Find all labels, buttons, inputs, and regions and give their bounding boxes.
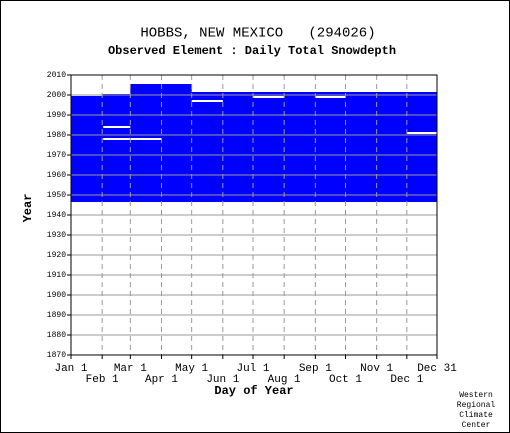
- x-tick-label: Jun 1: [206, 374, 239, 386]
- y-tick-label: 1990: [47, 111, 66, 120]
- y-tick-label: 1920: [47, 251, 66, 260]
- credit: Western: [459, 391, 493, 400]
- y-tick-label: 2010: [47, 71, 66, 80]
- x-tick-label: Feb 1: [86, 374, 119, 386]
- x-tick-label: Dec 1: [390, 374, 423, 386]
- y-tick-label: 1870: [47, 351, 66, 360]
- x-tick-label: Jul 1: [236, 363, 269, 375]
- x-tick-label: Mar 1: [114, 363, 147, 375]
- x-axis-label: Day of Year: [214, 384, 293, 398]
- y-tick-label: 1890: [47, 311, 66, 320]
- x-tick-label: Nov 1: [360, 363, 393, 375]
- credit: Climate: [459, 411, 493, 420]
- x-tick-label: Aug 1: [268, 374, 301, 386]
- x-tick-label: Apr 1: [145, 374, 178, 386]
- data-gap: [191, 84, 437, 92]
- x-tick-label: May 1: [175, 363, 208, 375]
- credit: Regional: [457, 401, 496, 410]
- data-gap: [315, 96, 346, 98]
- credit: Center: [462, 421, 491, 430]
- data-gap: [103, 126, 131, 128]
- data-gap: [103, 138, 162, 140]
- x-tick-label: Dec 31: [417, 363, 457, 375]
- data-gap: [252, 96, 285, 98]
- chart-title: HOBBS, NEW MEXICO (294026): [140, 26, 375, 42]
- y-tick-label: 1950: [47, 191, 66, 200]
- plot-frame: [70, 74, 438, 356]
- data-gap: [71, 84, 131, 94]
- y-tick-label: 1930: [47, 231, 66, 240]
- y-tick-label: 1980: [47, 131, 66, 140]
- y-tick-label: 1970: [47, 151, 66, 160]
- x-tick-label: Sep 1: [299, 363, 332, 375]
- y-tick-label: 1880: [47, 331, 66, 340]
- data-gap: [191, 100, 223, 102]
- y-axis-label: Year: [21, 194, 35, 223]
- x-tick-label: Oct 1: [329, 374, 362, 386]
- y-tick-label: 2000: [47, 91, 66, 100]
- y-tick-label: 1910: [47, 271, 66, 280]
- x-tick-label: Jan 1: [54, 363, 87, 375]
- data-block: [71, 84, 437, 202]
- y-tick-label: 1940: [47, 211, 66, 220]
- chart-subtitle: Observed Element : Daily Total Snowdepth: [108, 44, 396, 58]
- data-gap: [406, 132, 437, 134]
- y-tick-label: 1960: [47, 171, 66, 180]
- y-tick-label: 1900: [47, 291, 66, 300]
